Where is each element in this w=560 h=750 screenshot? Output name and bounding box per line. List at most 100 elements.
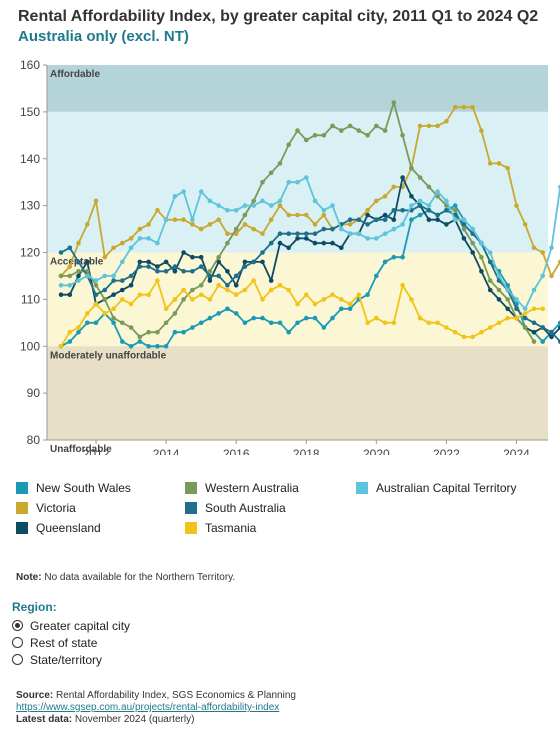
series-point bbox=[487, 250, 493, 255]
region-selector: Region: Greater capital city Rest of sta… bbox=[12, 600, 130, 668]
series-point bbox=[216, 203, 221, 208]
legend-swatch bbox=[16, 502, 28, 514]
series-point bbox=[216, 259, 221, 265]
series-point bbox=[286, 142, 292, 147]
series-point bbox=[190, 254, 195, 260]
series-point bbox=[374, 217, 379, 222]
series-point bbox=[312, 315, 318, 321]
legend-item-vic[interactable]: Victoria bbox=[16, 501, 76, 515]
series-point bbox=[365, 222, 370, 227]
series-point bbox=[155, 208, 160, 213]
series-point bbox=[137, 236, 143, 241]
radio-state-territory[interactable]: State/territory bbox=[12, 651, 130, 668]
series-point bbox=[435, 212, 440, 218]
series-point bbox=[400, 254, 405, 260]
series-point bbox=[198, 189, 204, 194]
radio-button[interactable] bbox=[12, 654, 23, 665]
series-point bbox=[391, 100, 397, 105]
series-point bbox=[225, 269, 230, 274]
line-chart: AffordableAcceptableModerately unafforda… bbox=[20, 58, 560, 455]
series-point bbox=[67, 264, 73, 269]
series-point bbox=[470, 240, 476, 246]
source-link[interactable]: https://www.sgsep.com.au/projects/rental… bbox=[16, 702, 280, 713]
legend-item-wa[interactable]: Western Australia bbox=[185, 481, 299, 495]
series-line-4 bbox=[60, 204, 560, 343]
series-point bbox=[190, 269, 195, 274]
series-point bbox=[496, 287, 502, 293]
series-point bbox=[85, 222, 90, 227]
series-point bbox=[225, 240, 230, 246]
series-point bbox=[330, 123, 335, 129]
radio-greater-capital-city[interactable]: Greater capital city bbox=[12, 617, 130, 634]
series-point bbox=[330, 226, 335, 232]
series-point bbox=[146, 264, 151, 269]
series-point bbox=[426, 208, 432, 213]
legend-item-sa[interactable]: South Australia bbox=[185, 501, 286, 515]
series-point bbox=[163, 259, 169, 265]
series-point bbox=[260, 315, 265, 321]
series-point bbox=[102, 311, 108, 316]
series-point bbox=[146, 329, 151, 335]
legend-item-nsw[interactable]: New South Wales bbox=[16, 481, 131, 495]
series-point bbox=[286, 329, 292, 335]
series-point bbox=[76, 269, 81, 274]
series-point bbox=[251, 259, 256, 265]
series-point bbox=[339, 128, 344, 133]
series-point bbox=[120, 339, 125, 344]
series-point bbox=[382, 194, 388, 199]
series-point bbox=[321, 325, 327, 330]
series-point bbox=[242, 259, 248, 265]
series-point bbox=[233, 226, 239, 232]
series-point bbox=[251, 198, 256, 204]
series-point bbox=[400, 208, 405, 213]
series-point bbox=[452, 208, 458, 213]
y-tick-label: 150 bbox=[20, 105, 40, 119]
radio-rest-of-state[interactable]: Rest of state bbox=[12, 634, 130, 651]
series-point bbox=[417, 212, 423, 218]
series-point bbox=[190, 222, 195, 227]
series-point bbox=[400, 222, 405, 227]
series-point bbox=[198, 292, 204, 297]
series-point bbox=[233, 292, 239, 297]
series-point bbox=[549, 334, 554, 340]
series-point bbox=[137, 339, 143, 344]
series-point bbox=[181, 217, 186, 222]
series-point bbox=[111, 292, 116, 297]
series-point bbox=[549, 329, 554, 335]
series-point bbox=[374, 123, 379, 129]
radio-button[interactable] bbox=[12, 620, 23, 631]
series-point bbox=[58, 292, 64, 297]
series-point bbox=[479, 240, 484, 246]
series-point bbox=[85, 259, 90, 265]
series-point bbox=[260, 198, 265, 204]
series-point bbox=[356, 231, 362, 236]
legend-item-tas[interactable]: Tasmania bbox=[185, 521, 256, 535]
radio-button[interactable] bbox=[12, 637, 23, 648]
series-point bbox=[76, 278, 81, 283]
series-point bbox=[470, 334, 476, 340]
series-point bbox=[417, 203, 423, 208]
series-point bbox=[400, 283, 405, 288]
series-point bbox=[505, 165, 511, 171]
series-point bbox=[260, 231, 265, 236]
series-point bbox=[496, 297, 502, 302]
series-point bbox=[382, 231, 388, 236]
y-tick-label: 90 bbox=[27, 386, 41, 400]
series-point bbox=[295, 236, 300, 241]
series-point bbox=[339, 297, 344, 302]
series-point bbox=[470, 250, 476, 255]
series-point bbox=[163, 320, 169, 326]
series-point bbox=[137, 259, 143, 265]
legend-item-act[interactable]: Australian Capital Territory bbox=[356, 481, 517, 495]
series-point bbox=[155, 240, 160, 246]
series-point bbox=[277, 161, 283, 166]
series-point bbox=[400, 175, 405, 180]
series-point bbox=[260, 297, 265, 302]
series-point bbox=[137, 334, 143, 340]
legend-swatch bbox=[356, 482, 368, 494]
series-point bbox=[268, 320, 274, 326]
series-point bbox=[120, 287, 125, 293]
series-point bbox=[268, 203, 274, 208]
legend-item-qld[interactable]: Queensland bbox=[16, 521, 101, 535]
series-point bbox=[85, 311, 90, 316]
